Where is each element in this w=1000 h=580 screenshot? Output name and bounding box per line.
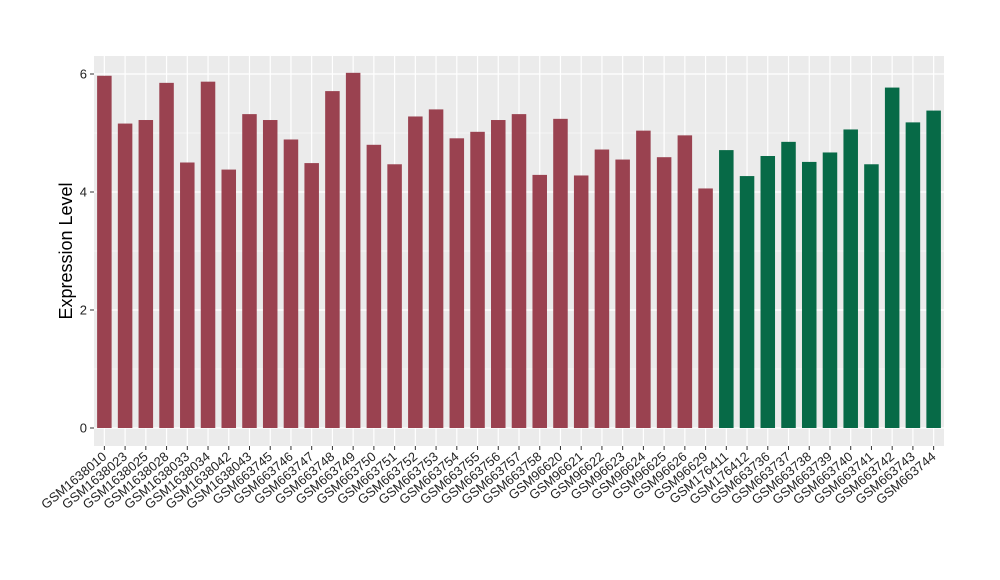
bar-GSM663754 xyxy=(449,138,465,428)
bar-GSM663755 xyxy=(470,131,485,428)
bar-GSM1638010 xyxy=(97,75,112,429)
bar-GSM663740 xyxy=(843,129,858,428)
bar-GSM663739 xyxy=(822,152,838,428)
bar-GSM663756 xyxy=(491,120,506,429)
bar-GSM96625 xyxy=(656,157,672,428)
bar-GSM663753 xyxy=(428,109,444,429)
bar-GSM663752 xyxy=(408,116,423,428)
bar-GSM663758 xyxy=(532,174,547,428)
bar-GSM96621 xyxy=(573,175,589,428)
bar-GSM663757 xyxy=(511,114,527,429)
bars xyxy=(97,72,941,429)
bar-GSM663750 xyxy=(366,144,382,429)
x-axis: GSM1638010GSM1638023GSM1638025GSM1638028… xyxy=(38,446,939,512)
y-tick-label: 6 xyxy=(80,67,87,82)
bar-GSM663736 xyxy=(760,156,776,428)
bar-GSM96620 xyxy=(553,118,568,428)
bar-GSM96623 xyxy=(615,159,630,429)
bar-GSM663737 xyxy=(781,141,796,428)
bar-GSM663744 xyxy=(926,110,941,428)
bar-GSM1638023 xyxy=(117,123,133,428)
bar-GSM663743 xyxy=(905,122,921,428)
bar-GSM96624 xyxy=(636,130,651,428)
bar-GSM663751 xyxy=(387,164,402,428)
bar-GSM663747 xyxy=(304,163,319,428)
bar-GSM176412 xyxy=(739,176,755,428)
y-axis-label: Expression Level xyxy=(56,182,76,319)
bar-GSM1638025 xyxy=(138,120,154,429)
bar-GSM1638033 xyxy=(180,162,195,428)
bar-GSM176411 xyxy=(719,150,734,429)
y-tick-label: 4 xyxy=(80,185,87,200)
bar-GSM1638043 xyxy=(242,114,257,429)
bar-GSM663742 xyxy=(884,87,900,428)
bar-GSM663746 xyxy=(283,139,299,429)
bar-GSM1638028 xyxy=(159,82,174,428)
bar-GSM663745 xyxy=(262,120,278,429)
bar-GSM96622 xyxy=(594,149,610,428)
y-axis: 0 2 4 6 xyxy=(80,67,94,436)
bar-GSM1638042 xyxy=(221,169,237,428)
bar-GSM663748 xyxy=(325,91,340,429)
bar-GSM663738 xyxy=(801,161,817,428)
y-tick-label: 0 xyxy=(80,421,87,436)
bar-GSM96629 xyxy=(698,188,713,428)
bar-GSM96626 xyxy=(677,135,693,429)
bar-GSM1638034 xyxy=(200,81,216,429)
y-tick-label: 2 xyxy=(80,303,87,318)
bar-GSM663749 xyxy=(345,72,361,428)
bar-GSM663741 xyxy=(864,164,879,428)
